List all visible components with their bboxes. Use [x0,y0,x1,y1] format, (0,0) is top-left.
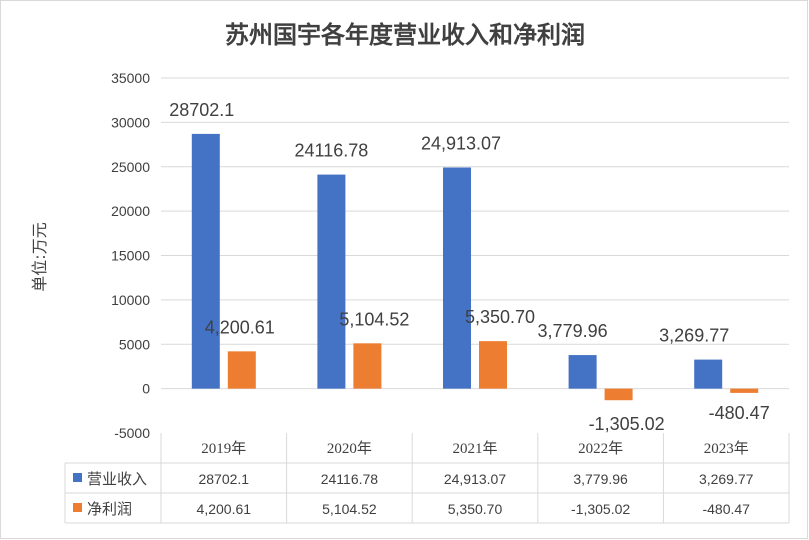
y-tick-label: 5000 [119,336,150,352]
y-tick-label: 25000 [111,159,150,175]
table-cell: 4,200.61 [197,501,252,517]
y-axis-label: 单位:万元 [30,222,49,291]
x-category-label: 2023年 [704,440,749,457]
x-category-label: 2022年 [578,440,623,457]
y-tick-label: -5000 [114,425,150,441]
table-cell: 28702.1 [198,471,249,487]
y-tick-label: 10000 [111,292,150,308]
y-tick-label: 15000 [111,248,150,264]
table-cell: 3,269.77 [699,471,754,487]
data-label: 5,350.70 [465,307,535,327]
table-cell: 5,350.70 [448,501,503,517]
bar-revenue [568,355,597,389]
bar-net-profit [604,388,633,401]
bar-revenue [317,174,346,389]
table-cell: 3,779.96 [573,471,628,487]
data-label: 5,104.52 [339,309,409,329]
x-category-label: 2021年 [452,440,497,457]
data-label: 3,269.77 [659,326,729,346]
table-cell: 5,104.52 [322,501,377,517]
bar-revenue [191,133,220,389]
legend-label: 营业收入 [87,470,147,488]
legend-key-net-profit [73,503,82,512]
x-category-label: 2020年 [327,440,372,457]
data-label: -480.47 [709,403,770,423]
data-label: 4,200.61 [205,317,275,337]
data-label: 28702.1 [169,100,234,120]
y-tick-label: 35000 [111,70,150,86]
table-cell: 24,913.07 [444,471,506,487]
bar-net-profit [730,388,759,393]
y-tick-label: 0 [142,381,150,397]
table-cell: 24116.78 [321,471,379,487]
x-category-label: 2019年 [201,440,246,457]
data-label: 24116.78 [295,141,369,161]
bar-net-profit [479,341,507,389]
bar-net-profit [227,351,256,389]
legend-label: 净利润 [87,500,132,518]
bar-revenue [694,359,723,389]
bar-revenue [443,167,471,389]
bar-net-profit [353,343,382,389]
chart-title: 苏州国宇各年度营业收入和净利润 [225,21,585,49]
legend-key-revenue [73,473,82,482]
data-label: 3,779.96 [538,321,608,341]
table-cell: -1,305.02 [571,501,630,517]
table-cell: -480.47 [702,501,750,517]
data-label: 24,913.07 [421,134,501,154]
y-tick-label: 30000 [111,114,150,130]
data-label: -1,305.02 [589,414,665,434]
y-tick-label: 20000 [111,203,150,219]
